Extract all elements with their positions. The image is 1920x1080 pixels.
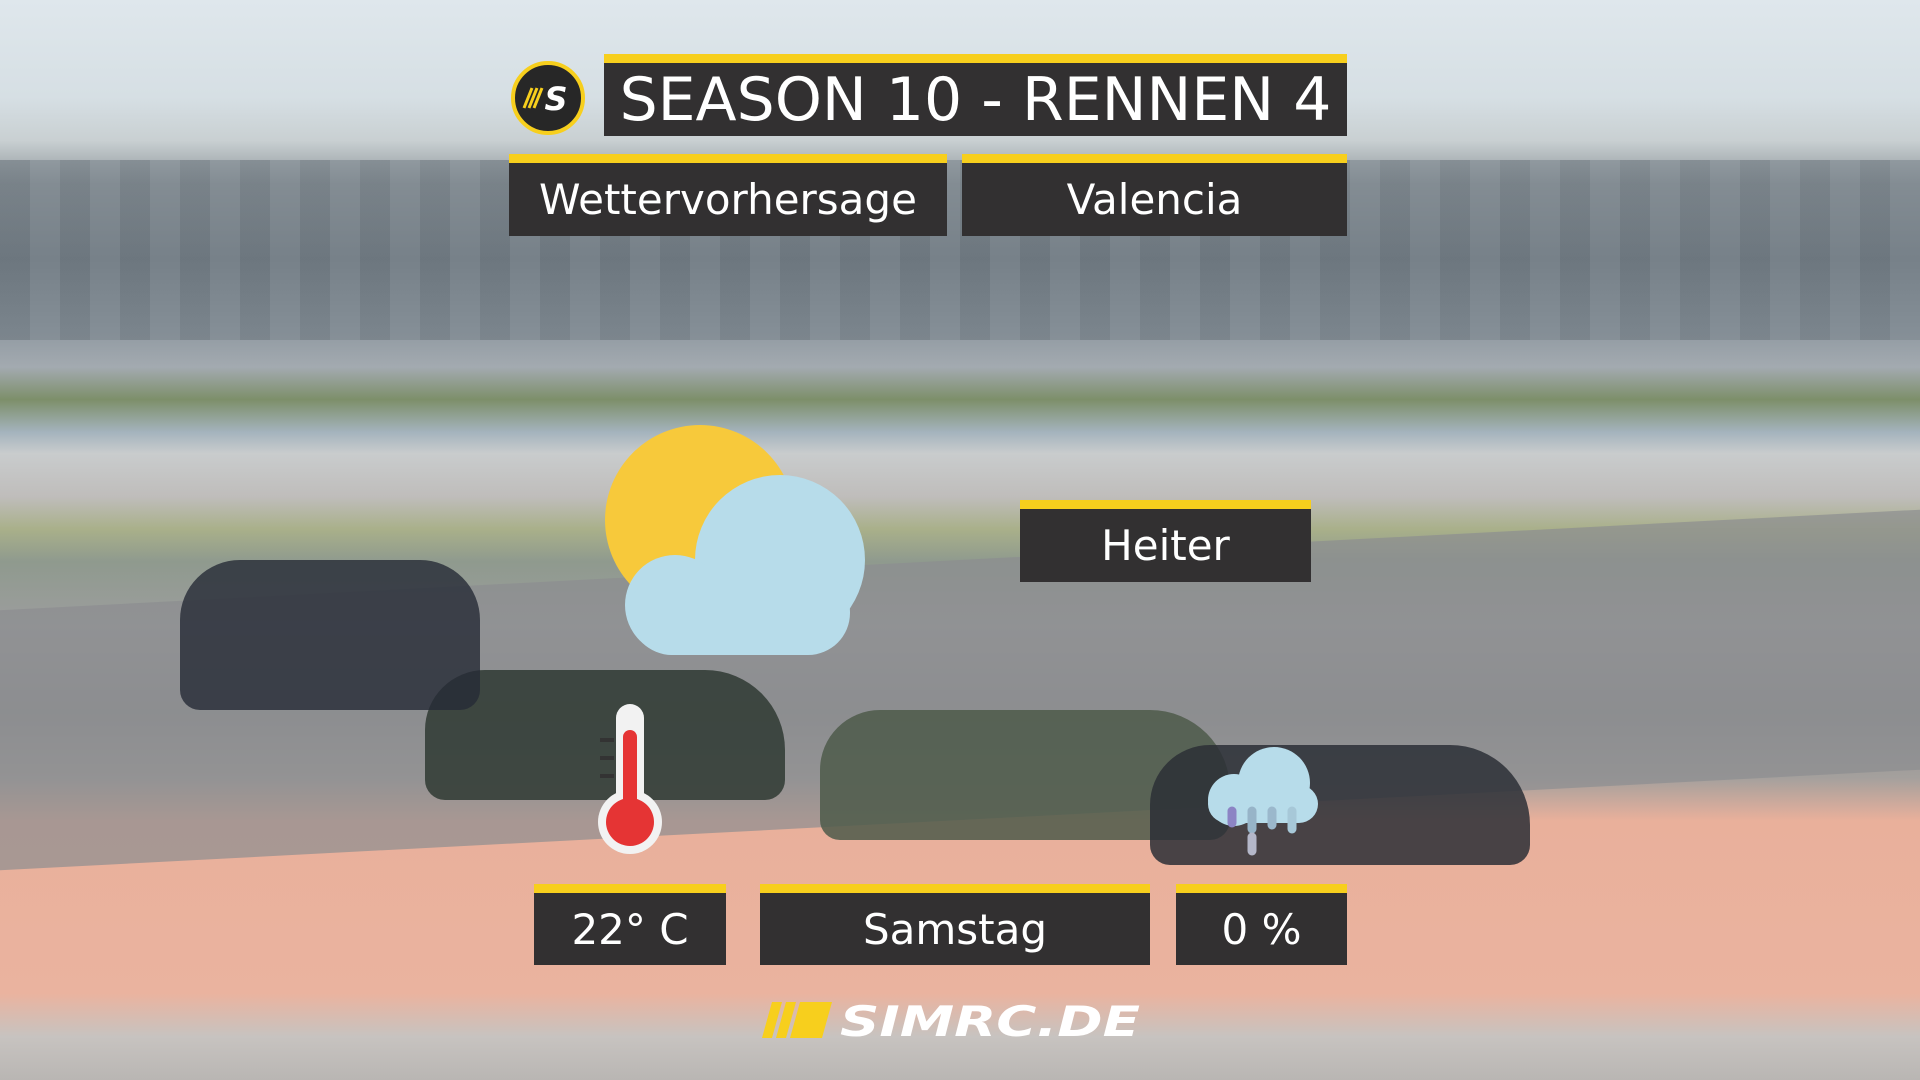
precipitation-panel: 0 % xyxy=(1176,884,1347,965)
subtitle-text: Wettervorhersage xyxy=(539,175,917,224)
car xyxy=(180,560,480,710)
car xyxy=(820,710,1230,840)
track-asphalt xyxy=(0,509,1920,871)
condition-panel: Heiter xyxy=(1020,500,1311,582)
thermometer-icon xyxy=(598,704,662,854)
temperature-panel: 22° C xyxy=(534,884,726,965)
subtitle-panel: Wettervorhersage xyxy=(509,154,947,236)
location-text: Valencia xyxy=(1066,175,1243,224)
day-text: Samstag xyxy=(862,904,1048,954)
rain-cloud-icon xyxy=(1208,747,1318,856)
condition-text: Heiter xyxy=(1101,521,1230,570)
page-title: SEASON 10 - RENNEN 4 xyxy=(604,54,1347,136)
svg-text:S: S xyxy=(544,80,567,118)
sun-cloud-icon xyxy=(605,425,865,655)
svg-text:SIMRC.DE: SIMRC.DE xyxy=(840,1000,1140,1040)
temperature-text: 22° C xyxy=(571,904,689,954)
grandstand xyxy=(0,160,1920,340)
title-text: SEASON 10 - RENNEN 4 xyxy=(619,64,1332,135)
simrc-logo: SIMRC.DE xyxy=(762,1000,1140,1040)
location-panel: Valencia xyxy=(962,154,1347,236)
precipitation-text: 0 % xyxy=(1221,904,1302,954)
simrc-badge-logo: S xyxy=(511,61,585,135)
day-panel: Samstag xyxy=(760,884,1150,965)
